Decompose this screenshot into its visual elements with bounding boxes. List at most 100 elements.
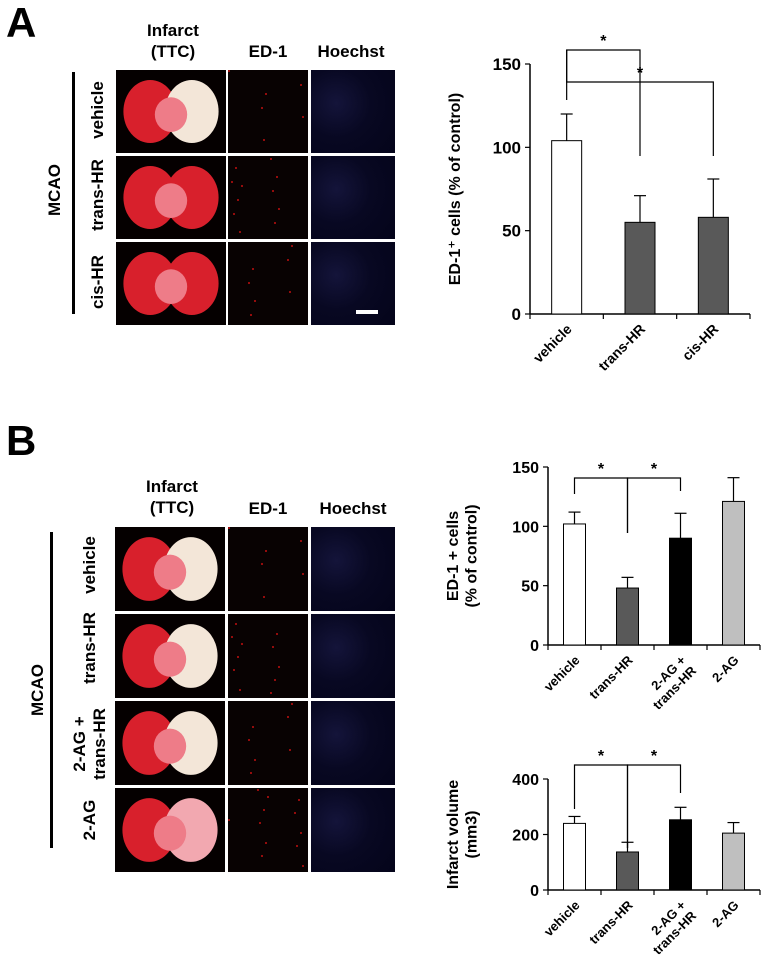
x-category-label: cis-HR	[679, 321, 722, 364]
panel-b-letter: B	[6, 417, 37, 464]
x-category-label: 2-AG	[709, 653, 742, 686]
significance-star: *	[600, 33, 607, 50]
ed1-cell-dot	[276, 633, 278, 635]
bar-1	[616, 851, 639, 891]
panel-a-image-r3-hoechst	[311, 242, 395, 325]
ed1-cell-dot	[254, 300, 256, 302]
panel-a-header-infarct: Infarct (TTC)	[147, 21, 199, 61]
panel-b-header-hoechst: Hoechst	[319, 499, 387, 518]
ed1-cell-dot	[252, 726, 254, 728]
ed1-cell-dot	[228, 527, 230, 529]
x-category-label: 2-AG	[709, 898, 742, 931]
significance-bracket	[566, 49, 641, 156]
y-axis-label: Infarct volume(mm3)	[445, 780, 480, 889]
ed1-cell-dot	[274, 222, 276, 224]
bar-2	[697, 216, 729, 315]
ed1-cell-dot	[300, 540, 302, 542]
significance-bracket	[626, 764, 682, 848]
y-tick-label: 0	[512, 305, 521, 324]
ed1-cell-dot	[263, 809, 265, 811]
panel-a-image-r1-ed1	[228, 70, 308, 153]
significance-star: *	[598, 461, 605, 478]
x-category-label: 2-AG +trans-HR	[639, 897, 699, 957]
panel-b-mcao-label: MCAO	[28, 664, 47, 716]
bar-2	[669, 537, 692, 646]
y-tick-label: 0	[530, 638, 539, 655]
ed1-cell-dot	[248, 282, 250, 284]
ed1-cell-dot	[228, 70, 230, 72]
ed1-cell-dot	[270, 158, 272, 160]
bar-0	[563, 822, 586, 891]
x-category-label: trans-HR	[586, 652, 636, 702]
brain-section-image	[122, 624, 218, 688]
ed1-cell-dot	[261, 107, 263, 109]
y-tick-label: 0	[530, 883, 539, 900]
panel-a-row-label-cis-hr: cis-HR	[88, 255, 107, 309]
panel-b-image-r1-ttc	[115, 527, 225, 611]
panel-a-image-r2-hoechst	[311, 156, 395, 239]
y-tick-label: 200	[512, 828, 539, 845]
ed1-cell-dot	[263, 596, 265, 598]
ed1-cell-dot	[289, 291, 291, 293]
panel-b-image-r2-ed1	[228, 614, 308, 698]
brain-section-image	[122, 537, 218, 601]
ed1-cell-dot	[250, 314, 252, 316]
bar-1	[624, 221, 656, 315]
panel-b-image-r4-ed1	[228, 788, 308, 872]
significance-star: *	[637, 65, 644, 82]
panel-b-header-infarct: Infarct (TTC)	[146, 477, 198, 517]
panel-a-mcao-bracket	[72, 72, 75, 314]
ed1-cell-dot	[294, 812, 296, 814]
chart-b-ed1: 0 50 100 150 ED-1 + cells(% of control) vehic…	[445, 460, 761, 713]
y-axis-label: ED-1⁺ cells (% of control)	[447, 93, 464, 285]
panel-a-image-r2-ttc	[116, 156, 226, 239]
ed1-cell-dot	[265, 842, 267, 844]
ed1-cell-dot	[296, 845, 298, 847]
x-category-label: vehicle	[530, 321, 575, 366]
ed1-cell-dot	[250, 772, 252, 774]
ed1-cell-dot	[233, 213, 235, 215]
panel-b-image-r3-ed1	[228, 701, 308, 785]
brain-section-image	[122, 798, 218, 862]
panel-b-image-r2-ttc	[115, 614, 225, 698]
bar-2	[669, 819, 692, 891]
ed1-cell-dot	[302, 116, 304, 118]
ed1-cell-dot	[291, 703, 293, 705]
ed1-cell-dot	[276, 176, 278, 178]
y-tick-label: 150	[512, 460, 539, 477]
ed1-cell-dot	[235, 623, 237, 625]
y-axis-label: ED-1 + cells(% of control)	[445, 504, 480, 607]
chart-a: 0 50 100 150 ED-1⁺ cells (% of control) vehic…	[447, 33, 751, 374]
bar-0	[551, 140, 583, 315]
ed1-cell-dot	[265, 93, 267, 95]
ed1-cell-dot	[235, 167, 237, 169]
ed1-cell-dot	[252, 268, 254, 270]
ed1-cell-dot	[272, 190, 274, 192]
scale-bar	[356, 310, 378, 314]
bar-3	[722, 832, 745, 891]
panel-a-mcao-label: MCAO	[45, 164, 64, 216]
x-category-label: trans-HR	[595, 321, 648, 374]
ed1-cell-dot	[228, 819, 230, 821]
ed1-cell-dot	[254, 759, 256, 761]
significance-star: *	[651, 748, 658, 765]
panel-a-header-ed1: ED-1	[248, 42, 288, 61]
ed1-cell-dot	[267, 796, 269, 798]
significance-bracket	[566, 50, 714, 156]
ed1-cell-dot	[237, 656, 239, 658]
ed1-cell-dot	[257, 789, 259, 791]
y-tick-label: 100	[493, 138, 521, 157]
x-category-label: trans-HR	[586, 897, 636, 947]
y-tick-label: 50	[521, 579, 539, 596]
ed1-cell-dot	[241, 185, 243, 187]
bar-0	[563, 523, 586, 646]
bar-3	[722, 500, 745, 646]
x-category-label: vehicle	[541, 653, 583, 695]
ed1-cell-dot	[231, 636, 233, 638]
ed1-cell-dot	[248, 739, 250, 741]
significance-bracket	[626, 477, 682, 533]
y-tick-label: 50	[502, 222, 521, 241]
panel-b-image-r1-ed1	[228, 527, 308, 611]
ed1-cell-dot	[241, 643, 243, 645]
y-tick-label: 100	[512, 519, 539, 536]
